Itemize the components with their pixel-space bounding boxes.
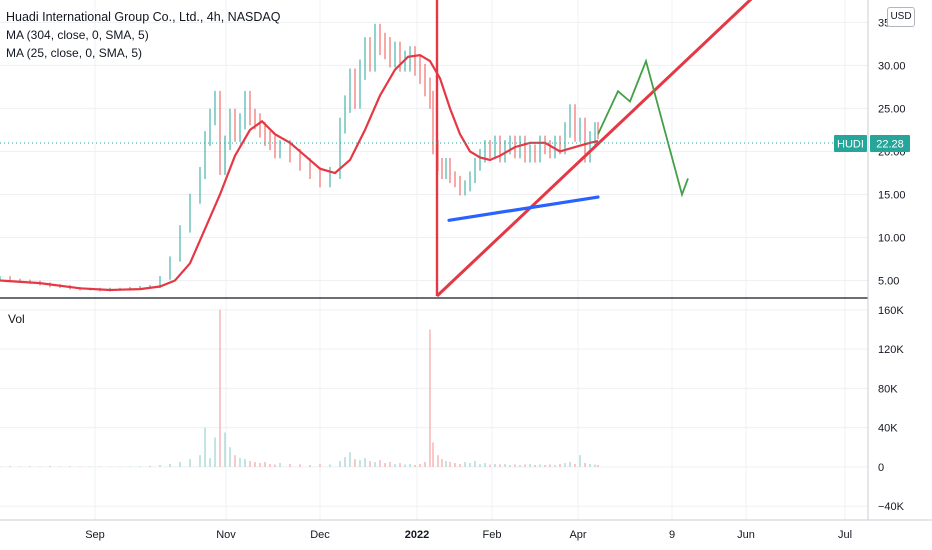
price-badge xyxy=(870,135,910,152)
price-bars xyxy=(0,23,599,292)
time-tick-label: Jul xyxy=(838,529,852,541)
volume-tick-label: 0 xyxy=(878,462,884,474)
chart-legend: Huadi International Group Co., Ltd., 4h,… xyxy=(6,8,280,62)
projection-path[interactable] xyxy=(597,58,689,198)
time-tick-label: Sep xyxy=(85,529,105,541)
volume-tick-label: −40K xyxy=(878,501,905,513)
price-tick-label: 25.00 xyxy=(878,103,906,115)
blue-trend-line[interactable] xyxy=(447,195,600,222)
price-tick-label: 30.00 xyxy=(878,60,906,72)
volume-tick-label: 80K xyxy=(878,383,898,395)
price-tick-label: 5.00 xyxy=(878,276,899,288)
volume-label[interactable]: Vol xyxy=(8,312,25,326)
symbol-badge-text: HUDI xyxy=(837,139,864,151)
price-tick-label: 10.00 xyxy=(878,232,906,244)
time-tick-label: Apr xyxy=(569,529,586,541)
time-axis-labels: Sep Nov Dec 2022 Feb Apr 9 Jun Jul xyxy=(85,529,852,541)
time-tick-label: Nov xyxy=(216,529,236,541)
last-price-tag: HUDI 22.28 xyxy=(834,135,910,152)
volume-tick-label: 120K xyxy=(878,344,904,356)
volume-axis-labels: 160K 120K 80K 40K 0 −40K xyxy=(878,305,905,513)
symbol-badge xyxy=(834,135,867,152)
time-tick-label: 2022 xyxy=(405,529,429,541)
price-tick-label: 15.00 xyxy=(878,189,906,201)
time-tick-label: Feb xyxy=(483,529,502,541)
chart-title[interactable]: Huadi International Group Co., Ltd., 4h,… xyxy=(6,10,281,24)
time-tick-label: Dec xyxy=(310,529,330,541)
volume-tick-label: 160K xyxy=(878,305,904,317)
price-badge-text: 22.28 xyxy=(876,139,904,151)
volume-bars xyxy=(0,309,599,467)
time-tick-label: 9 xyxy=(669,529,675,541)
indicator-ma-304[interactable]: MA (304, close, 0, SMA, 5) xyxy=(6,28,149,42)
time-tick-label: Jun xyxy=(737,529,755,541)
moving-average-line xyxy=(0,53,599,292)
volume-tick-label: 40K xyxy=(878,423,898,435)
indicator-ma-25[interactable]: MA (25, close, 0, SMA, 5) xyxy=(6,46,143,60)
grid-lines xyxy=(0,0,868,520)
currency-button[interactable]: USD xyxy=(887,7,915,27)
trend-line[interactable] xyxy=(435,0,772,298)
